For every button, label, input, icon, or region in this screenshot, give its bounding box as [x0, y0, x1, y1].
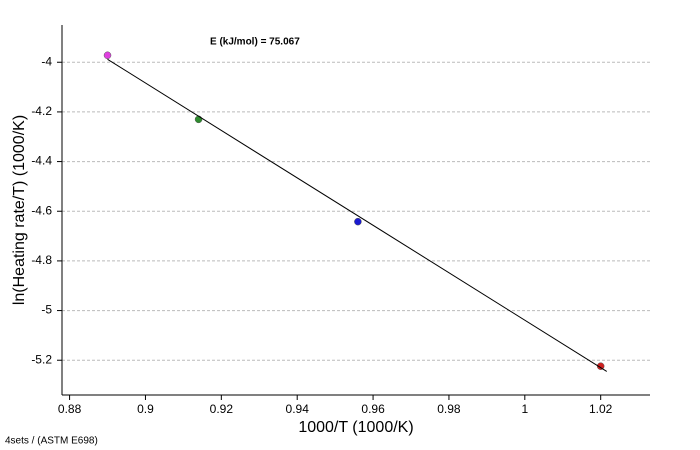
data-point	[194, 115, 203, 124]
annotation: E (kJ/mol) = 75.067	[210, 37, 300, 48]
footer: 4sets / (ASTM E698)	[5, 436, 98, 447]
data-point	[596, 362, 605, 370]
y-tick-label: -4.8	[31, 253, 52, 267]
data-point	[354, 217, 362, 226]
x-tick-label: 0.94	[286, 402, 310, 416]
y-tick-label: -4.2	[31, 104, 52, 118]
y-tick-label: -4.4	[31, 154, 52, 168]
data-point	[103, 51, 112, 60]
y-tick-label: -5.2	[31, 352, 52, 366]
x-tick-label: 0.9	[137, 402, 154, 416]
x-tick-label: 0.96	[361, 402, 385, 416]
x-tick-label: 0.92	[210, 402, 234, 416]
y-tick-label: -4	[41, 54, 52, 68]
x-tick-label: 0.88	[58, 402, 82, 416]
y-tick-label: -4.6	[31, 203, 52, 217]
y-axis-label: ln(Heating rate/T) (1000/K)	[11, 115, 28, 305]
x-tick-label: 1	[521, 402, 528, 416]
x-axis-label: 1000/T (1000/K)	[298, 419, 413, 436]
y-tick-label: -5	[41, 303, 52, 317]
x-tick-label: 0.98	[437, 402, 461, 416]
fit-line	[107, 58, 608, 372]
x-tick-label: 1.02	[589, 402, 613, 416]
